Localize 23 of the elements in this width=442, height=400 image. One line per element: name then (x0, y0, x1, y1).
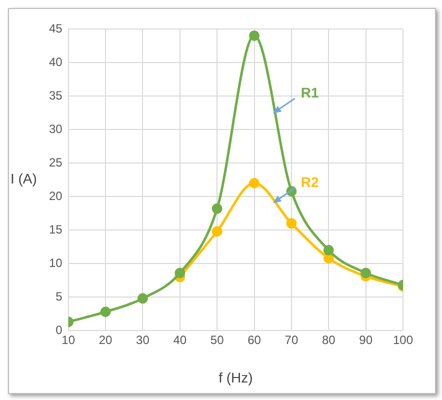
y-tick-label: 15 (48, 222, 63, 236)
y-tick-label: 30 (48, 122, 63, 136)
y-tick-label: 20 (48, 188, 63, 203)
x-tick-label: 70 (284, 333, 298, 348)
x-tick-label: 20 (98, 333, 113, 348)
y-tick-label: 35 (48, 88, 63, 102)
y-tick-label: 10 (48, 256, 63, 270)
series-label: R2 (300, 174, 319, 190)
x-tick-label: 100 (392, 333, 414, 348)
y-tick-label: 40 (48, 54, 63, 69)
y-tick-label: 45 (48, 21, 63, 36)
series-label: R1 (300, 84, 319, 100)
y-tick-label: 5 (56, 289, 63, 304)
x-tick-label: 30 (136, 333, 150, 348)
y-tick-label: 0 (56, 322, 63, 337)
x-axis-title: f (Hz) (218, 369, 253, 386)
x-tick-label: 80 (322, 333, 336, 348)
y-tick-label: 25 (48, 155, 63, 170)
x-tick-label: 90 (359, 333, 373, 348)
y-axis-title: I (A) (10, 170, 37, 187)
x-tick-label: 50 (210, 333, 224, 348)
x-tick-label: 40 (173, 333, 187, 348)
x-tick-label: 60 (248, 333, 262, 348)
